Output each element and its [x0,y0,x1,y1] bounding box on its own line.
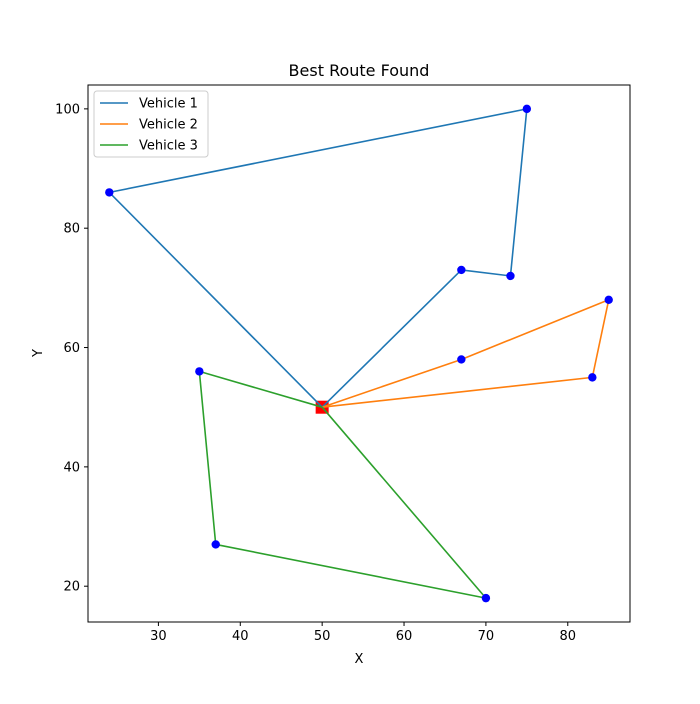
x-tick-label-30: 30 [150,629,167,644]
y-tick-label-80: 80 [63,222,80,237]
customer-point-6 [604,295,613,304]
x-tick-label-60: 60 [396,629,413,644]
y-axis-label: Y [31,349,46,358]
customer-point-3 [506,271,515,281]
customer-point-8 [195,367,204,376]
customer-point-9 [211,540,220,549]
customer-point-4 [457,265,466,275]
y-tick-label-60: 60 [63,341,80,356]
customer-point-1 [105,188,114,197]
customer-point-7 [588,373,597,382]
customer-point-10 [481,593,491,603]
legend-label-vehicle-1: Vehicle 1 [139,97,198,112]
y-tick-label-40: 40 [63,460,80,475]
chart-title: Best Route Found [289,61,430,80]
legend: Vehicle 1 Vehicle 2 Vehicle 3 [93,90,209,158]
x-tick-label-50: 50 [314,629,331,644]
x-tick-label-40: 40 [232,629,249,644]
plot-frame [87,84,631,623]
route-line-vehicle-2 [321,298,610,408]
y-tick-label-20: 20 [63,580,80,595]
route-line-vehicle-1 [108,108,528,408]
legend-label-vehicle-2: Vehicle 2 [139,118,198,133]
x-axis-label: X [355,652,364,667]
customer-point-2 [522,104,532,114]
y-tick-label-100: 100 [55,102,80,117]
x-tick-label-80: 80 [560,629,577,644]
customer-point-5 [457,355,466,364]
x-tick-label-70: 70 [478,629,495,644]
legend-label-vehicle-3: Vehicle 3 [139,139,198,154]
legend-box [93,90,209,158]
